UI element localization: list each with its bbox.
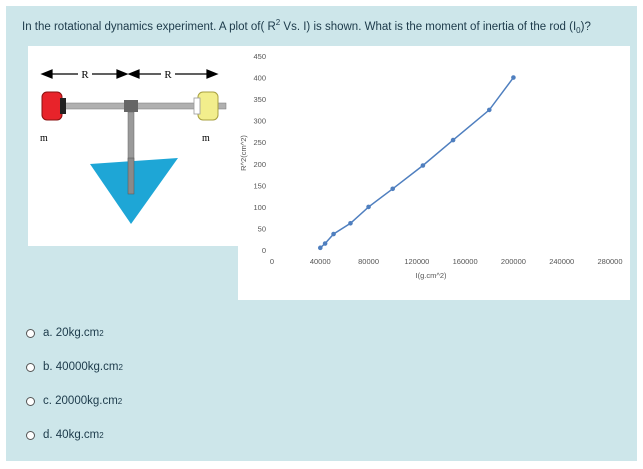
option-d[interactable]: d. 40kg.cm 2 xyxy=(26,418,123,452)
radio-d[interactable] xyxy=(26,430,35,440)
y-tick-label: 200 xyxy=(253,160,266,169)
arrow-head-left xyxy=(40,69,53,79)
data-point xyxy=(348,220,353,226)
x-tick-label: 40000 xyxy=(310,257,331,266)
r-label-bg-right xyxy=(161,66,175,80)
x-tick-label: 240000 xyxy=(549,257,574,266)
y-tick-label: 150 xyxy=(253,181,266,190)
option-d-text: d. 40kg.cm xyxy=(43,429,100,441)
y-tick-label: 100 xyxy=(253,203,266,212)
right-mass-clamp xyxy=(193,97,201,115)
x-tick-label: 200000 xyxy=(501,257,526,266)
data-point xyxy=(317,245,323,251)
right-mass xyxy=(197,91,219,121)
m-label-left: m xyxy=(40,133,48,144)
x-tick-label: 160000 xyxy=(453,257,478,266)
radio-b[interactable] xyxy=(26,362,35,372)
apparatus-diagram: R R m m xyxy=(40,66,227,224)
chart-svg: 0 50 100 150 200 250 300 350 400 450 0 40000 80000 12… xyxy=(239,52,623,280)
question-prefix: In the rotational dynamics experiment. A… xyxy=(22,20,276,33)
option-a[interactable]: a. 20kg.cm 2 xyxy=(26,316,123,350)
y-tick-label: 300 xyxy=(253,117,266,126)
option-b-sup: 2 xyxy=(118,362,123,372)
data-point xyxy=(390,186,396,192)
option-b[interactable]: b. 40000kg.cm 2 xyxy=(26,350,123,384)
y-tick-label: 0 xyxy=(262,246,266,255)
option-c[interactable]: c. 20000kg.cm 2 xyxy=(26,384,123,418)
question-sup: 2 xyxy=(275,18,281,27)
r2-vs-i-chart: 0 50 100 150 200 250 300 350 400 450 0 40000 80000 12… xyxy=(238,46,630,300)
x-tick-label: 280000 xyxy=(597,257,622,266)
y-tick-label: 400 xyxy=(253,74,266,83)
y-tick-label: 450 xyxy=(253,52,266,61)
data-point xyxy=(450,137,456,143)
option-c-text: c. 20000kg.cm xyxy=(43,395,118,407)
x-tick-label: 0 xyxy=(270,257,274,266)
x-tick-label: 80000 xyxy=(358,257,379,266)
radio-a[interactable] xyxy=(26,328,35,338)
question-suffix: )? xyxy=(580,20,591,33)
question-text: In the rotational dynamics experiment. A… xyxy=(22,18,627,35)
question-middle: Vs. I) is shown. What is the moment of i… xyxy=(280,20,577,33)
left-mass-clamp xyxy=(60,98,66,114)
option-b-text: b. 40000kg.cm xyxy=(43,361,119,373)
data-point xyxy=(511,75,516,80)
y-tick-label: 50 xyxy=(258,224,266,233)
option-c-sup: 2 xyxy=(117,396,123,406)
r-label-bg-left xyxy=(78,66,92,80)
y-axis-title: R^2(cm^2) xyxy=(239,135,248,171)
data-point xyxy=(486,107,492,113)
left-mass xyxy=(41,91,63,121)
rod-in-base xyxy=(127,157,135,195)
arrow-head-center-left xyxy=(116,69,129,79)
option-a-text: a. 20kg.cm xyxy=(43,327,100,339)
r-label-left: R xyxy=(81,69,89,81)
arrow-head-right xyxy=(206,69,219,79)
y-tick-label: 350 xyxy=(253,95,266,104)
question-panel: In the rotational dynamics experiment. A… xyxy=(6,6,637,461)
series-line xyxy=(319,77,515,249)
r-label-right: R xyxy=(164,69,172,81)
answer-options: a. 20kg.cm 2 b. 40000kg.cm 2 c. 20000kg.cm… xyxy=(26,316,123,452)
m-label-right: m xyxy=(202,133,210,144)
question-sub: 0 xyxy=(576,26,581,36)
data-point xyxy=(322,241,328,246)
x-tick-label: 120000 xyxy=(404,257,429,266)
data-point xyxy=(331,231,336,237)
option-d-sup: 2 xyxy=(99,430,104,440)
x-axis-title: I(g.cm^2) xyxy=(415,271,447,280)
option-a-sup: 2 xyxy=(99,328,104,338)
apparatus-figure: R R m m xyxy=(28,46,238,246)
arrow-head-center-right xyxy=(127,69,140,79)
data-point xyxy=(420,163,426,168)
data-point xyxy=(366,204,371,210)
radio-c[interactable] xyxy=(26,396,35,406)
y-tick-label: 250 xyxy=(253,138,266,147)
center-hub xyxy=(124,100,138,112)
